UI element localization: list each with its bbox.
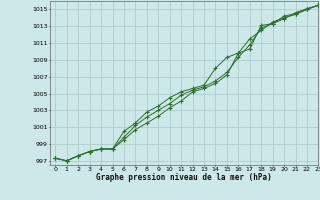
X-axis label: Graphe pression niveau de la mer (hPa): Graphe pression niveau de la mer (hPa) — [96, 173, 272, 182]
